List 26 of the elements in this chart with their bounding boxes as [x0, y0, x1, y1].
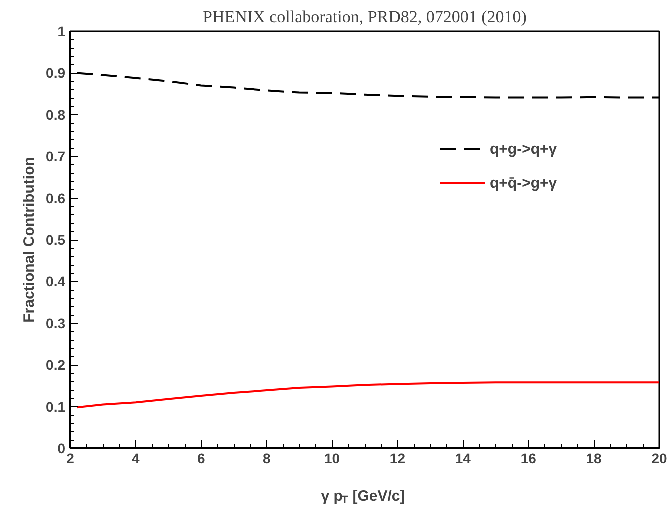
x-tick-label: 14 — [455, 450, 472, 466]
chart-title: PHENIX collaboration, PRD82, 072001 (2010) — [203, 8, 527, 26]
y-tick-label: 0.9 — [46, 65, 66, 82]
y-tick-label: 0.6 — [46, 190, 66, 206]
x-tick-label: 10 — [324, 450, 340, 466]
x-tick-label: 18 — [586, 450, 602, 466]
x-tick-label: 2 — [66, 450, 75, 466]
y-tick-label: 0.4 — [46, 274, 66, 290]
y-tick-label: 0.3 — [46, 315, 66, 332]
legend-label: q+q̄->g+γ — [490, 174, 558, 192]
y-tick-label: 0.5 — [46, 232, 66, 248]
legend-label: q+g->q+γ — [490, 140, 558, 158]
line-series — [76, 382, 660, 409]
x-tick-label: 20 — [652, 450, 668, 466]
x-tick-label: 6 — [197, 450, 206, 466]
y-tick-label: 0 — [58, 440, 66, 456]
y-tick-label: 0.2 — [46, 357, 66, 374]
y-tick-label: 0.8 — [46, 106, 66, 123]
x-tick-label: 12 — [390, 450, 406, 466]
x-tick-label: 8 — [262, 450, 271, 466]
y-tick-label: 1 — [58, 24, 66, 40]
x-tick-label: 4 — [132, 450, 140, 466]
x-tick-label: 16 — [520, 450, 537, 466]
y-axis-title: Fractional Contribution — [21, 157, 38, 323]
y-tick-label: 0.7 — [46, 148, 66, 165]
y-tick-label: 0.1 — [46, 398, 66, 415]
